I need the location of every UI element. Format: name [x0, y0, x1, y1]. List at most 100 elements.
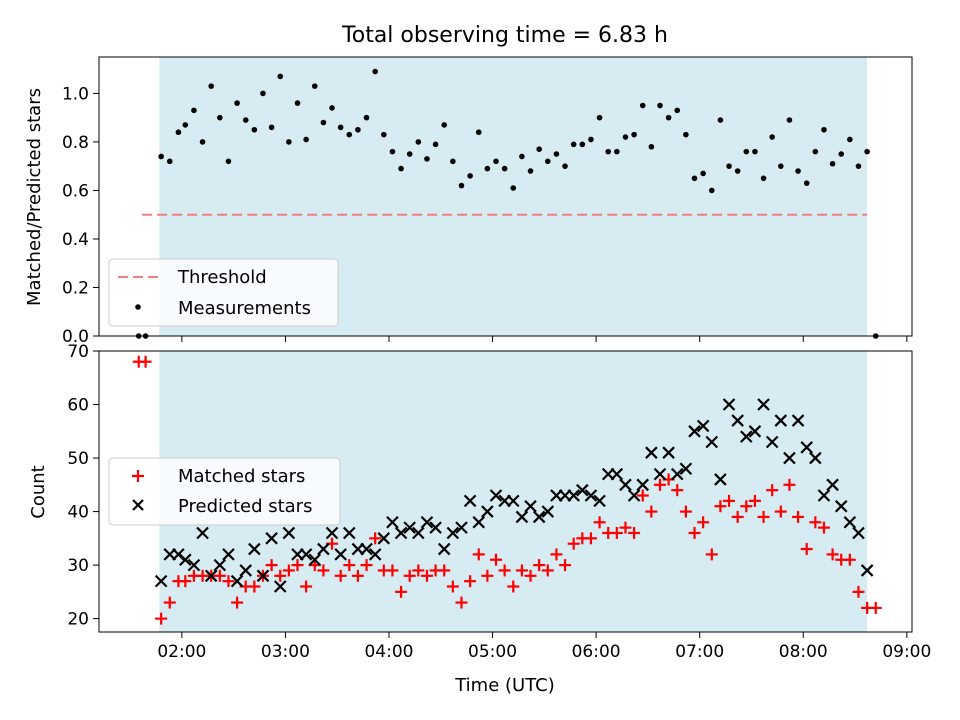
top-y-tick-label: 1.0 — [62, 84, 89, 104]
matched-star-point — [403, 569, 416, 582]
predicted-star-point — [765, 435, 779, 449]
measurement-point — [700, 170, 706, 177]
predicted-star-point — [714, 473, 727, 486]
matched-star-point — [515, 564, 528, 577]
predicted-star-point — [584, 489, 598, 502]
measurement-point — [726, 163, 732, 169]
bottom-y-ticks: 20 30 40 50 60 70 — [67, 342, 99, 630]
matched-star-point — [645, 505, 658, 518]
predicted-star-point — [403, 521, 416, 534]
bottom-panel: 20 30 40 50 60 70 02:00 03:00 04:00 05:00 06:00 07… — [28, 342, 931, 696]
measurement-point — [605, 148, 612, 155]
measurement-point — [691, 175, 698, 182]
matched-star-point — [679, 505, 692, 518]
measurement-point — [398, 165, 404, 172]
matched-star-point — [541, 564, 554, 577]
predicted-star-point — [688, 425, 701, 438]
predicted-star-point — [567, 489, 580, 502]
measurement-point — [838, 151, 845, 157]
measurement-point — [363, 114, 370, 121]
predicted-star-point — [791, 414, 805, 427]
predicted-star-point — [826, 478, 839, 492]
predicted-star-point — [541, 505, 555, 518]
measurement-point — [734, 168, 741, 174]
matched-star-point — [291, 559, 304, 572]
measurement-point — [303, 136, 309, 143]
predicted-star-point — [524, 499, 537, 513]
bottom-plot-frame — [98, 350, 913, 633]
matched-star-point — [869, 601, 882, 614]
predicted-star-point — [481, 505, 494, 518]
matched-star-point — [593, 516, 606, 529]
top-x-ticks — [181, 336, 908, 342]
matched-star-point — [610, 526, 623, 539]
predicted-star-point — [800, 441, 813, 454]
predicted-star-point — [455, 521, 468, 534]
matched-star-point — [490, 553, 503, 566]
measurement-point — [760, 175, 767, 182]
measurement-point — [175, 129, 182, 136]
matched-star-point — [533, 559, 546, 572]
measurement-point — [657, 102, 663, 109]
matched-star-point — [792, 510, 805, 523]
measurement-point — [415, 139, 422, 145]
measurement-point — [432, 141, 439, 148]
measurement-point — [544, 158, 551, 165]
measurement-point — [372, 68, 378, 75]
matched-star-point — [386, 564, 399, 577]
matched-star-point — [628, 526, 641, 539]
top-panel: 0.0 0.2 0.4 0.6 0.8 1.0 Total observing time … — [24, 23, 913, 347]
measurement-point — [286, 139, 292, 145]
matched-star-point — [817, 521, 830, 534]
bottom-y-tick-label: 60 — [67, 396, 89, 416]
predicted-star-point — [670, 467, 684, 481]
predicted-star-point — [273, 580, 287, 593]
predicted-star-point — [506, 494, 520, 508]
top-y-tick-label: 0.4 — [62, 230, 89, 250]
measurement-point — [795, 168, 801, 174]
predicted-star-point — [860, 564, 874, 577]
matched-star-point — [653, 478, 666, 491]
matched-star-point — [438, 564, 451, 577]
x-tick-label: 04:00 — [364, 642, 413, 662]
matched-star-point — [231, 596, 244, 609]
matched-star-point — [472, 548, 485, 561]
bottom-y-tick-label: 70 — [67, 342, 89, 362]
bottom-x-ticks: 02:00 03:00 04:00 05:00 06:00 07:00 08:00 09:00 — [157, 632, 931, 662]
predicted-star-point — [532, 510, 546, 524]
legend-predicted-swatch — [132, 499, 144, 511]
predicted-star-point — [317, 542, 330, 556]
measurement-point — [337, 124, 344, 131]
measurement-point — [450, 158, 456, 165]
measurement-point — [579, 141, 586, 148]
predicted-star-point — [679, 462, 693, 476]
predicted-star-point — [576, 483, 589, 497]
legend-measurements-swatch — [135, 304, 141, 310]
predicted-star-point — [834, 499, 848, 513]
bottom-y-tick-label: 40 — [67, 503, 89, 523]
measurement-point — [665, 114, 672, 121]
predicted-star-point — [593, 494, 606, 508]
predicted-star-point — [179, 553, 192, 567]
x-tick-label: 07:00 — [675, 642, 724, 662]
matched-star-point — [317, 564, 330, 577]
matched-star-point — [481, 569, 494, 582]
matched-star-point — [688, 526, 701, 539]
measurement-point — [631, 131, 637, 138]
measurement-point — [622, 134, 629, 140]
measurement-point — [769, 134, 775, 140]
predicted-star-point — [213, 558, 227, 572]
matched-star-point — [351, 569, 364, 582]
matched-star-point — [705, 548, 718, 561]
measurement-point — [778, 163, 784, 169]
measurement-point — [475, 129, 482, 136]
matched-star-point — [334, 569, 347, 582]
predicted-star-point — [446, 526, 460, 540]
measurement-point — [614, 148, 620, 155]
measurement-point — [527, 168, 534, 174]
predicted-star-point — [696, 419, 710, 433]
measurement-point — [752, 148, 758, 155]
predicted-star-point — [282, 526, 296, 540]
x-tick-label: 03:00 — [261, 642, 310, 662]
